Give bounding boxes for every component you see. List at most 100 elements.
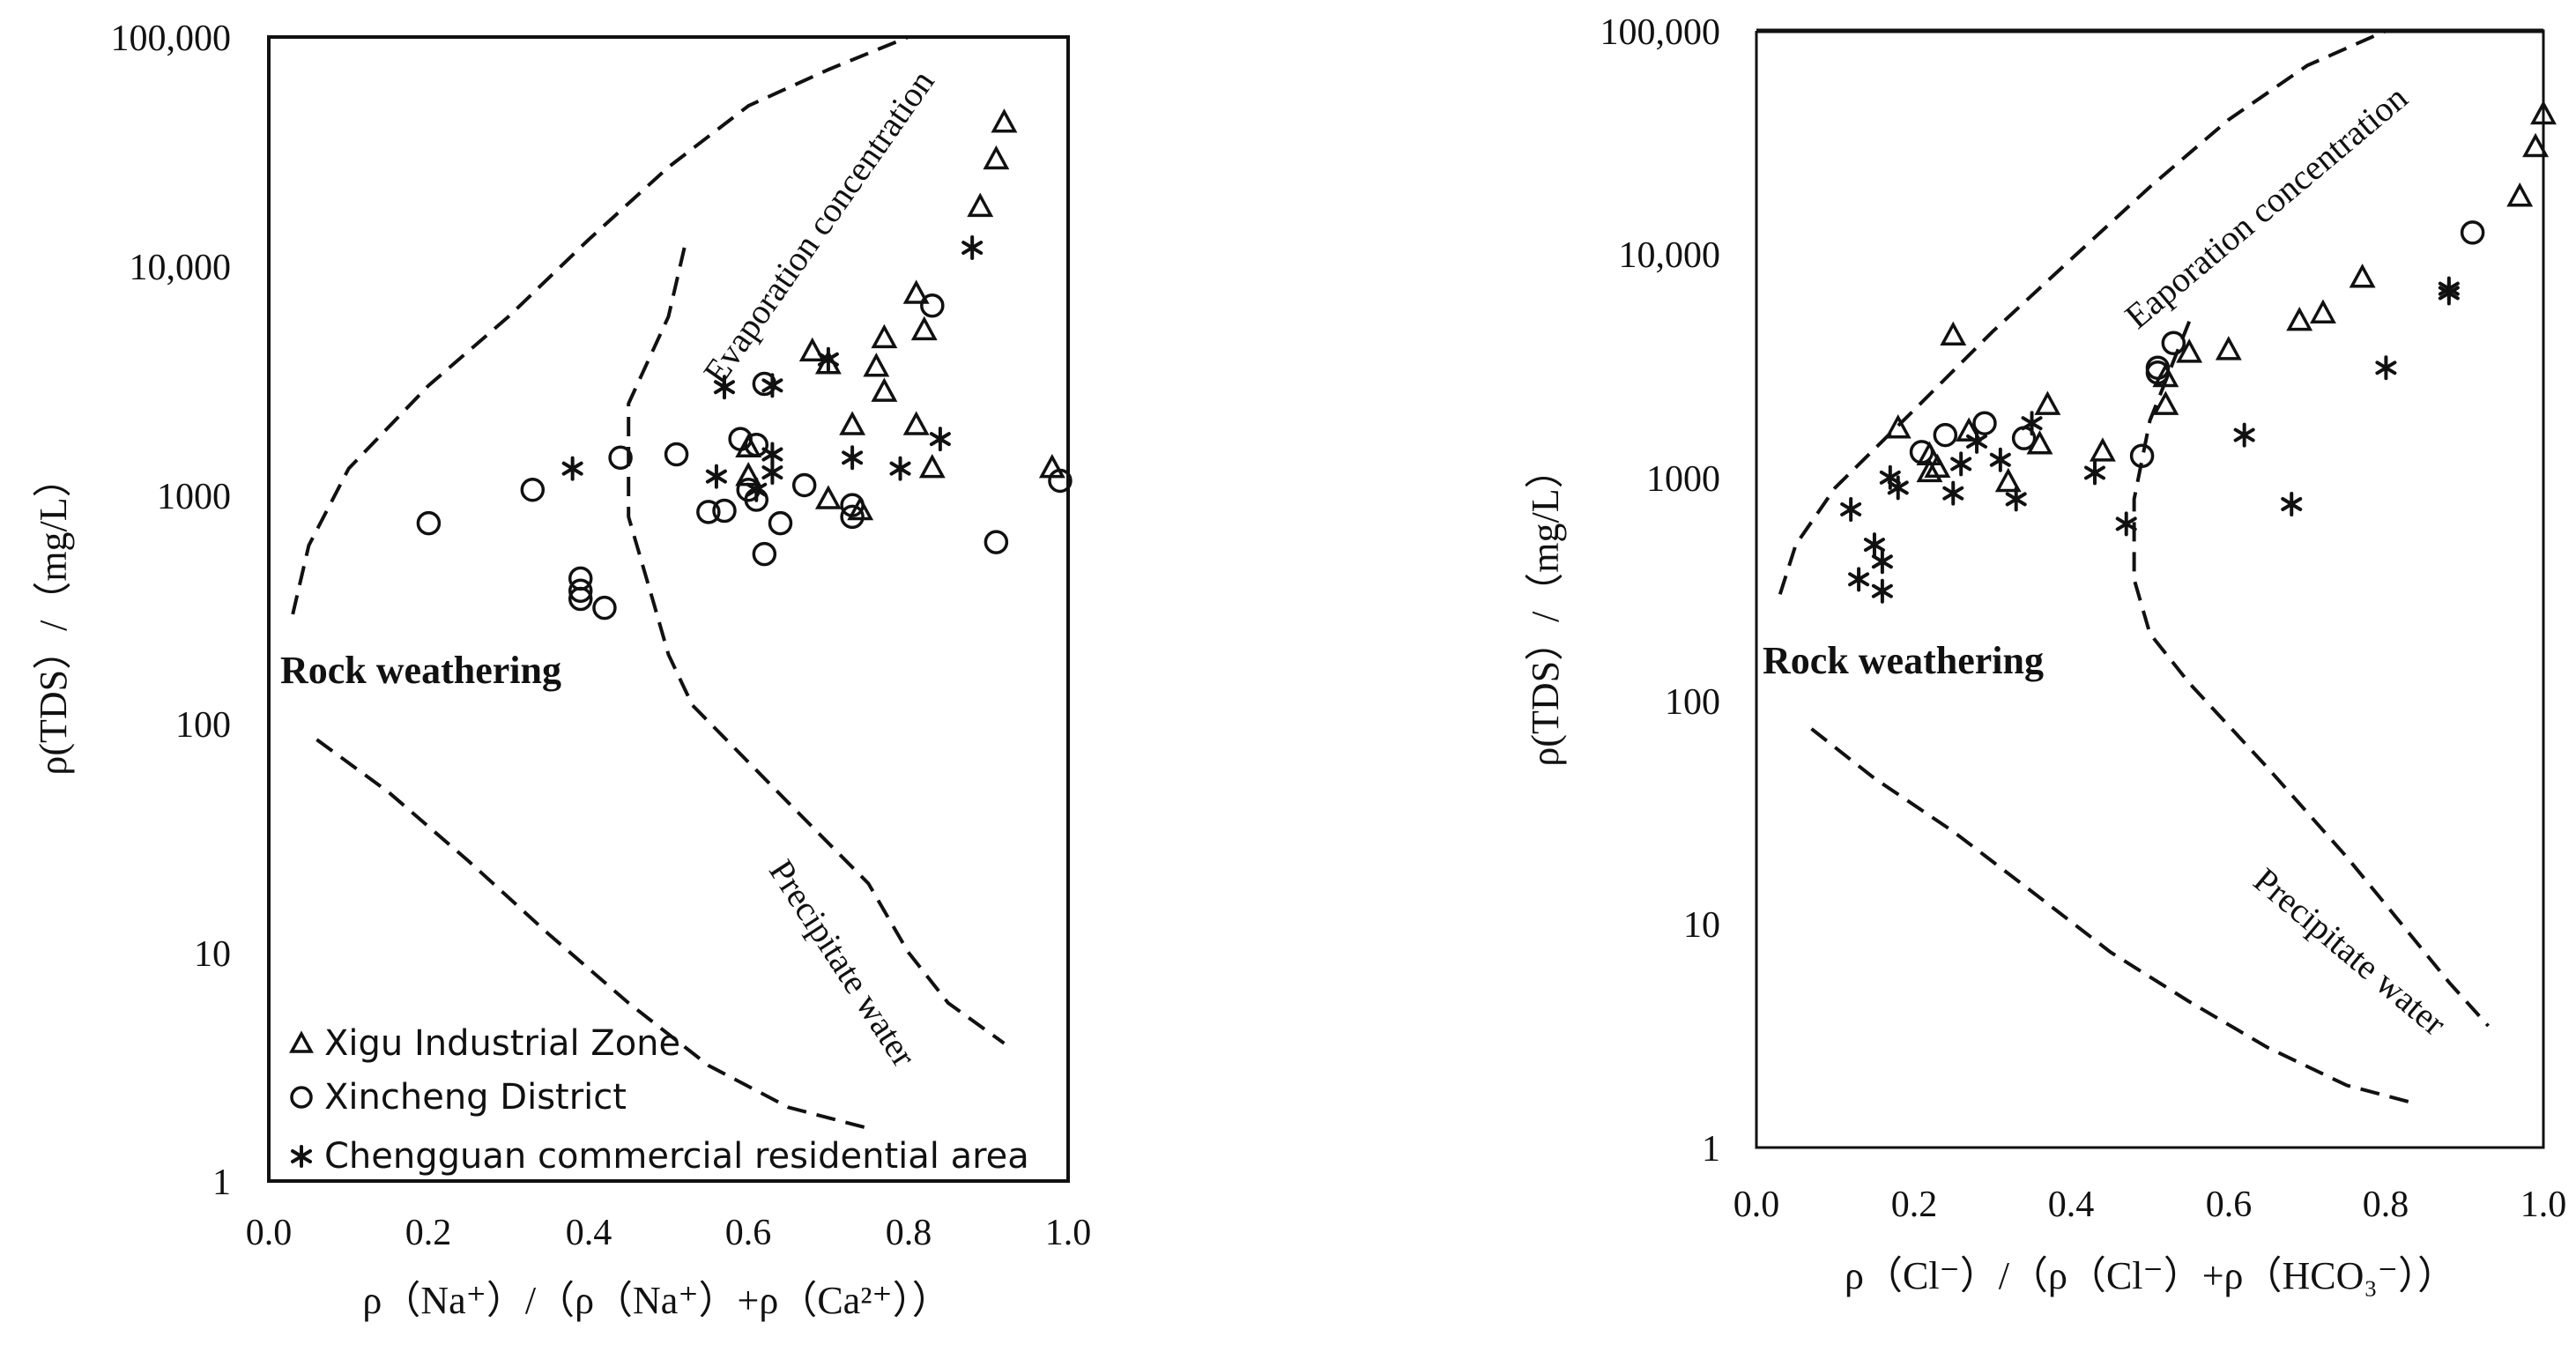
x-tick-label: 0.8 <box>886 1213 932 1253</box>
plot-area-frame <box>267 35 1070 1183</box>
triangle-point <box>2530 100 2557 125</box>
y-tick-label: 100 <box>1665 682 1720 723</box>
chart-na-ratio: 100,000 10,000 1000 100 10 1 0.0 0.2 0.4… <box>32 19 1091 1322</box>
asterisk-point <box>1879 464 1901 490</box>
triangle-point <box>2215 336 2242 360</box>
triangle-point <box>2310 299 2336 323</box>
x-tick-label: 0.0 <box>246 1213 293 1253</box>
circle-point <box>1909 440 1934 464</box>
triangle-point <box>1940 321 1967 346</box>
circle-point <box>568 566 593 591</box>
circle-point <box>791 472 817 498</box>
circle-point <box>1972 411 1997 435</box>
legend-triangle-marker <box>289 1030 314 1053</box>
x-axis-title: ρ（Na⁺）/（ρ（Na⁺）+ρ（Ca²⁺）） <box>362 1279 950 1322</box>
x-tick-label: 0.2 <box>405 1213 452 1253</box>
middle-boundary-curve <box>2132 320 2490 1028</box>
asterisk-point <box>842 445 864 471</box>
asterisk-point <box>1966 428 1988 454</box>
triangle-point <box>798 337 826 362</box>
circle-point <box>416 510 442 536</box>
upper-boundary-curve <box>1778 29 2387 595</box>
triangle-point <box>863 353 890 377</box>
asterisk-point <box>705 464 727 489</box>
triangle-point <box>2176 338 2203 363</box>
asterisk-point <box>1848 567 1870 592</box>
legend-item: Xincheng District <box>290 1077 627 1118</box>
triangle-point <box>1956 417 1983 442</box>
asterisk-point <box>2005 487 2027 512</box>
x-tick-label: 0.4 <box>2048 1185 2095 1225</box>
circle-point <box>1048 468 1073 494</box>
lower-boundary-curve <box>316 738 869 1131</box>
asterisk-point <box>961 235 984 261</box>
circle-point <box>840 504 865 530</box>
asterisk-point <box>2233 422 2255 448</box>
y-tick-label: 10,000 <box>1619 235 1721 276</box>
circle-point <box>712 498 737 524</box>
triangle-point <box>2522 132 2550 158</box>
legend: Xigu Industrial Zone Xincheng District C… <box>289 1023 1029 1177</box>
asterisk-point <box>713 375 735 400</box>
circle-point <box>608 445 633 471</box>
circle-point <box>1933 422 1958 448</box>
legend-circle-marker <box>290 1086 313 1109</box>
asterisk-point <box>1871 549 1893 575</box>
circle-point <box>520 477 546 502</box>
circle-point <box>2161 331 2186 355</box>
triangle-point <box>1038 453 1065 479</box>
asterisk-point <box>2375 355 2397 381</box>
x-tick-label: 0.6 <box>2206 1185 2253 1225</box>
evaporation-label: Eaporation concentration <box>2117 78 2415 337</box>
circle-point <box>984 530 1009 554</box>
asterisk-point <box>2281 492 2303 517</box>
asterisk-point <box>761 460 783 486</box>
triangle-point <box>902 411 930 435</box>
y-tick-label: 100,000 <box>111 19 232 59</box>
asterisk-point <box>761 373 783 398</box>
y-tick-label: 10 <box>1683 905 1720 946</box>
x-axis-title: ρ（Cl⁻）/（ρ（Cl⁻）+ρ（HCO₃⁻）） <box>1845 1254 2456 1297</box>
triangle-point <box>847 495 874 521</box>
triangle-point <box>2152 362 2179 388</box>
circle-point <box>768 510 793 536</box>
precipitate-label: Precipitate water <box>2246 860 2454 1044</box>
y-tick-label: 10 <box>194 934 231 975</box>
triangle-point <box>1884 414 1912 439</box>
asterisk-point <box>561 456 583 481</box>
upper-boundary-curve <box>291 35 909 615</box>
asterisk-point <box>2115 511 2137 537</box>
triangle-point <box>910 316 938 341</box>
triangle-point <box>1994 467 2022 493</box>
y-tick-label: 100 <box>175 705 231 746</box>
circle-point <box>592 595 617 620</box>
middle-boundary-curve <box>627 247 1006 1045</box>
legend-item: Chengguan commercial residential area <box>291 1136 1029 1177</box>
triangle-point <box>983 145 1010 170</box>
x-tick-label: 0.6 <box>725 1213 772 1253</box>
circle-point <box>752 541 777 567</box>
lower-boundary-curve <box>1810 727 2410 1104</box>
triangle-point <box>2286 307 2313 331</box>
legend-label: Chengguan commercial residential area <box>324 1136 1029 1177</box>
x-tick-label: 0.4 <box>566 1213 612 1253</box>
triangle-point <box>1916 457 1943 483</box>
triangle-point <box>902 279 930 304</box>
circle-point <box>568 586 593 612</box>
circle-point <box>728 427 753 451</box>
circle-point <box>2460 220 2485 245</box>
triangle-point <box>2089 437 2116 462</box>
triangle-point <box>2152 390 2179 415</box>
triangle-point <box>967 192 994 218</box>
asterisk-point <box>2021 411 2043 436</box>
circle-point <box>840 493 865 517</box>
asterisk-point <box>2438 280 2460 306</box>
asterisk-point <box>746 477 768 502</box>
y-tick-label: 100,000 <box>1600 12 1721 53</box>
circle-point <box>2145 360 2171 385</box>
triangle-point <box>918 453 946 479</box>
y-tick-label: 1000 <box>157 477 231 517</box>
circle-point <box>696 500 721 524</box>
triangle-point <box>991 108 1018 133</box>
x-tick-label: 0.2 <box>1891 1185 1938 1225</box>
